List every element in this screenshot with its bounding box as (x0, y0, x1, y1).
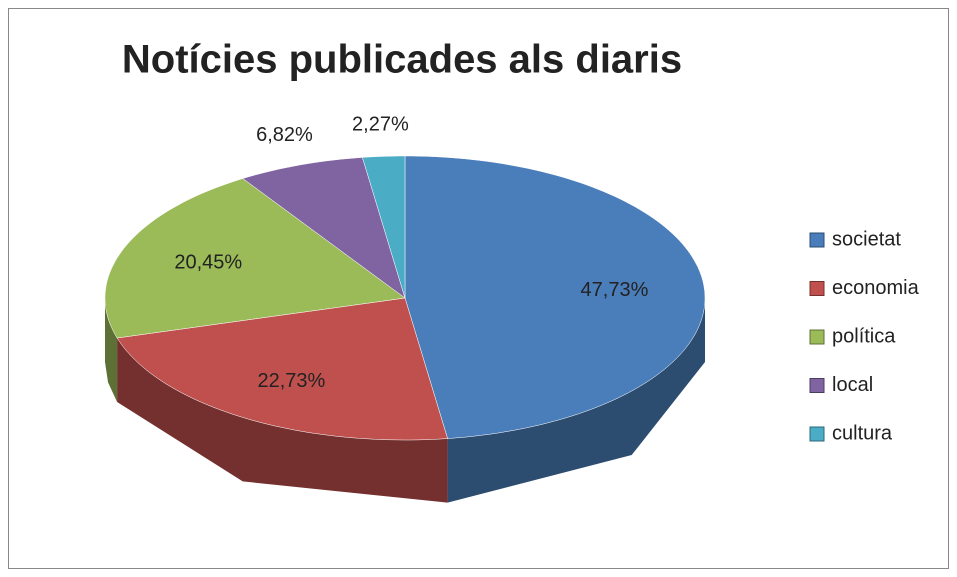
pie-side (117, 338, 448, 503)
data-label: 6,82% (256, 124, 313, 146)
legend-swatch (809, 329, 825, 345)
legend-label: economia (832, 277, 920, 299)
pie-slice (404, 155, 706, 439)
legend-label: cultura (832, 422, 893, 444)
pie-side (105, 298, 118, 402)
data-label: 47,73% (581, 279, 649, 301)
legend-swatch (809, 426, 825, 442)
legend-swatch (809, 378, 825, 393)
data-label: 20,45% (174, 252, 242, 274)
legend-swatch (809, 281, 825, 296)
pie-slice (242, 157, 406, 299)
legend-swatch (809, 232, 825, 248)
pie-slice (104, 178, 406, 339)
chart-title: Notícies publicades als diaris (122, 38, 682, 82)
data-label: 22,73% (257, 370, 325, 392)
legend-label: local (832, 374, 873, 396)
legend-label: política (832, 325, 896, 347)
data-label: 2,27% (352, 113, 409, 135)
pie-slice (362, 155, 406, 299)
legend-label: societat (832, 228, 901, 250)
pie-side (447, 298, 705, 503)
pie-slice (116, 297, 448, 441)
